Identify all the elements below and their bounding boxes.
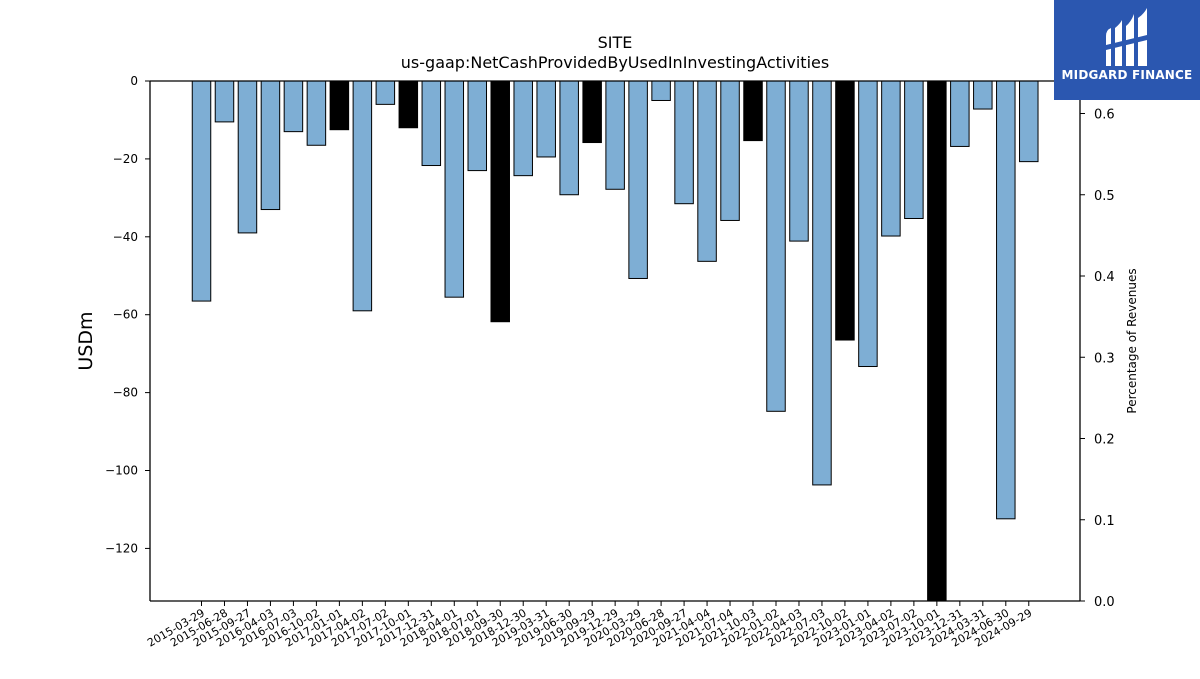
bar-2022-04-03 — [789, 80, 809, 242]
bar-2015-09-27 — [237, 80, 258, 234]
y-tick-label: −20 — [113, 152, 138, 166]
y-tick-label: −60 — [113, 308, 138, 322]
bar-2021-04-04 — [697, 80, 717, 262]
bar-2017-04-02 — [352, 80, 373, 312]
bar-2017-10-01 — [398, 80, 419, 129]
y2-tick-label: 0.4 — [1094, 270, 1115, 285]
bar-2022-01-02 — [766, 80, 786, 412]
y-axis-label: USDm — [75, 311, 97, 370]
logo-text: MIDGARD FINANCE — [1061, 68, 1193, 82]
bar-2023-07-02 — [904, 80, 924, 219]
bar-2024-09-29 — [1019, 80, 1039, 163]
logo: MIDGARD FINANCE — [1054, 0, 1200, 100]
bar-2023-04-02 — [881, 80, 901, 237]
bar-2017-07-02 — [375, 80, 396, 105]
bar-2016-04-03 — [260, 80, 281, 211]
y2-axis-label: Percentage of Revenues — [1125, 268, 1139, 413]
axes-group: 0 −20 −40 −60 −80 −100 −120 0.0 0.1 0.2 0.3 0.4 0.5 0… — [105, 74, 1115, 650]
bar-2016-10-02 — [306, 80, 327, 146]
bar-2019-12-29 — [605, 80, 625, 190]
bar-2016-07-03 — [283, 80, 304, 133]
y-tick-label: −100 — [105, 464, 138, 478]
bar-2020-03-29 — [628, 80, 648, 279]
bar-2024-03-31 — [973, 80, 993, 110]
bar-2021-07-04 — [720, 80, 740, 221]
chart-title: SITE — [598, 33, 633, 52]
bar-2018-07-01 — [467, 80, 488, 172]
bar-2023-10-01 — [927, 80, 947, 602]
bar-2020-09-27 — [674, 80, 694, 205]
bar-2019-09-29 — [582, 80, 602, 144]
y2-tick-label: 0.0 — [1094, 595, 1115, 610]
y-tick-label: −40 — [113, 230, 138, 244]
y2-tick-label: 0.2 — [1094, 433, 1115, 448]
bar-2015-03-29 — [191, 80, 212, 302]
bar-2019-03-31 — [536, 80, 556, 158]
y-tick-label: −120 — [105, 541, 138, 555]
logo-icon — [1106, 8, 1147, 66]
y2-tick-label: 0.3 — [1094, 351, 1115, 366]
bar-2018-09-30 — [490, 80, 510, 323]
bar-2015-06-28 — [214, 80, 235, 123]
bar-2021-10-03 — [743, 80, 763, 142]
bar-2019-06-30 — [559, 80, 579, 196]
bar-2023-01-01 — [858, 80, 878, 368]
bar-2017-01-01 — [329, 80, 350, 131]
chart-subtitle: us-gaap:NetCashProvidedByUsedInInvesting… — [401, 53, 829, 72]
y-tick-label: −80 — [113, 386, 138, 400]
bar-2018-04-01 — [444, 80, 465, 298]
bar-2023-12-31 — [950, 80, 970, 147]
bar-2024-06-30 — [996, 80, 1016, 520]
y-tick-label: 0 — [130, 74, 138, 88]
y2-tick-label: 0.5 — [1094, 189, 1115, 204]
bar-2022-07-03 — [812, 80, 832, 486]
bar-2020-06-28 — [651, 80, 671, 101]
bar-2022-10-02 — [835, 80, 855, 341]
y2-tick-label: 0.6 — [1094, 108, 1115, 123]
bar-2018-12-30 — [513, 80, 533, 177]
y2-tick-label: 0.1 — [1094, 514, 1115, 529]
bar-2017-12-31 — [421, 80, 442, 167]
bars-group — [191, 80, 1039, 602]
